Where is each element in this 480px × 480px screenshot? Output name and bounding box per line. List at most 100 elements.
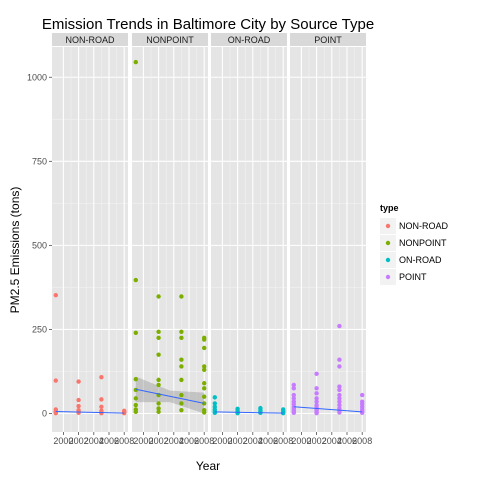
facet-strip bbox=[211, 33, 287, 46]
data-point bbox=[337, 399, 342, 404]
data-point bbox=[291, 392, 296, 398]
data-point bbox=[53, 292, 58, 298]
data-point bbox=[212, 410, 217, 416]
facet-panels: NON-ROAD20002002200420062008NONPOINT2000… bbox=[52, 33, 372, 446]
facet-strip bbox=[290, 33, 366, 46]
data-point bbox=[314, 410, 319, 416]
legend-label: NON-ROAD bbox=[399, 221, 448, 231]
data-point bbox=[53, 378, 58, 383]
legend: type NON-ROAD NONPOINT ON-ROAD POINT bbox=[380, 203, 448, 285]
legend-item: POINT bbox=[380, 269, 427, 285]
x-tick-label: 2002 bbox=[149, 436, 169, 446]
x-tick-label: 2004 bbox=[84, 436, 104, 446]
data-point bbox=[133, 277, 138, 283]
panel-background bbox=[211, 47, 287, 432]
data-point bbox=[99, 374, 104, 380]
trend-line bbox=[135, 388, 205, 404]
data-point bbox=[156, 335, 161, 341]
x-tick-label: 2000 bbox=[291, 436, 311, 446]
y-tick-label: 750 bbox=[32, 156, 47, 166]
data-point bbox=[202, 381, 207, 386]
data-point bbox=[156, 382, 161, 388]
data-point bbox=[179, 407, 184, 413]
legend-key-point bbox=[385, 257, 391, 263]
facet-strip-label: NON-ROAD bbox=[66, 35, 115, 45]
data-point bbox=[76, 403, 81, 409]
facet-strip-label: ON-ROAD bbox=[228, 35, 271, 45]
data-point bbox=[156, 401, 161, 406]
x-tick-label: 2008 bbox=[273, 436, 293, 446]
y-tick-label: 500 bbox=[32, 240, 47, 250]
data-point bbox=[156, 377, 161, 383]
data-point bbox=[337, 402, 342, 408]
x-axis-title: Year bbox=[196, 459, 220, 473]
x-tick-label: 2008 bbox=[194, 436, 214, 446]
trend-line bbox=[293, 406, 363, 413]
legend-item: ON-ROAD bbox=[380, 252, 442, 268]
data-point bbox=[133, 387, 138, 393]
legend-label: ON-ROAD bbox=[399, 255, 442, 265]
data-point bbox=[179, 377, 184, 383]
y-axis: 0 250 500 750 1000 bbox=[27, 72, 52, 419]
data-point bbox=[337, 396, 342, 401]
legend-title: type bbox=[380, 203, 399, 213]
confidence-band bbox=[135, 376, 205, 414]
data-point bbox=[99, 404, 104, 409]
data-point bbox=[179, 335, 184, 341]
y-tick-label: 250 bbox=[32, 324, 47, 334]
data-point bbox=[360, 392, 365, 398]
data-point bbox=[133, 330, 138, 336]
data-point bbox=[53, 410, 58, 416]
data-point bbox=[235, 410, 240, 416]
x-tick-label: 2006 bbox=[337, 436, 357, 446]
data-point bbox=[179, 294, 184, 299]
x-tick-label: 2008 bbox=[352, 436, 372, 446]
data-point bbox=[337, 392, 342, 398]
y-axis-title: PM2.5 Emissions (tons) bbox=[8, 187, 22, 314]
legend-items: NON-ROAD NONPOINT ON-ROAD POINT bbox=[380, 218, 448, 285]
data-point bbox=[156, 294, 161, 299]
legend-key-point bbox=[385, 274, 391, 280]
data-point bbox=[202, 337, 207, 342]
data-point bbox=[202, 367, 207, 372]
chart-title: Emission Trends in Baltimore City by Sou… bbox=[42, 16, 374, 33]
legend-item: NONPOINT bbox=[380, 235, 447, 251]
x-tick-label: 2004 bbox=[164, 436, 184, 446]
data-point bbox=[133, 402, 138, 408]
data-point bbox=[133, 377, 138, 382]
data-point bbox=[99, 397, 104, 402]
x-tick-label: 2008 bbox=[114, 436, 134, 446]
data-point bbox=[291, 396, 296, 401]
data-point bbox=[202, 394, 207, 399]
data-point bbox=[179, 329, 184, 334]
x-tick-label: 2002 bbox=[307, 436, 327, 446]
legend-item: NON-ROAD bbox=[380, 218, 448, 234]
data-point bbox=[337, 364, 342, 369]
facet-strip bbox=[52, 33, 128, 46]
x-tick-label: 2002 bbox=[228, 436, 248, 446]
data-point bbox=[156, 329, 161, 334]
data-point bbox=[76, 410, 81, 416]
data-point bbox=[179, 357, 184, 362]
data-point bbox=[133, 59, 138, 65]
facet-strip-label: POINT bbox=[314, 35, 342, 45]
data-point bbox=[179, 401, 184, 406]
x-tick-label: 2002 bbox=[69, 436, 89, 446]
data-point bbox=[291, 382, 296, 388]
data-point bbox=[179, 364, 184, 369]
trend-line bbox=[55, 410, 125, 414]
data-point bbox=[202, 364, 207, 369]
legend-label: NONPOINT bbox=[399, 238, 447, 248]
data-point bbox=[156, 352, 161, 357]
legend-label: POINT bbox=[399, 272, 427, 282]
x-tick-label: 2000 bbox=[133, 436, 153, 446]
y-tick-label: 0 bbox=[42, 409, 47, 419]
data-point bbox=[202, 410, 207, 415]
facet-strip-label: NONPOINT bbox=[146, 35, 194, 45]
data-point bbox=[99, 410, 104, 416]
